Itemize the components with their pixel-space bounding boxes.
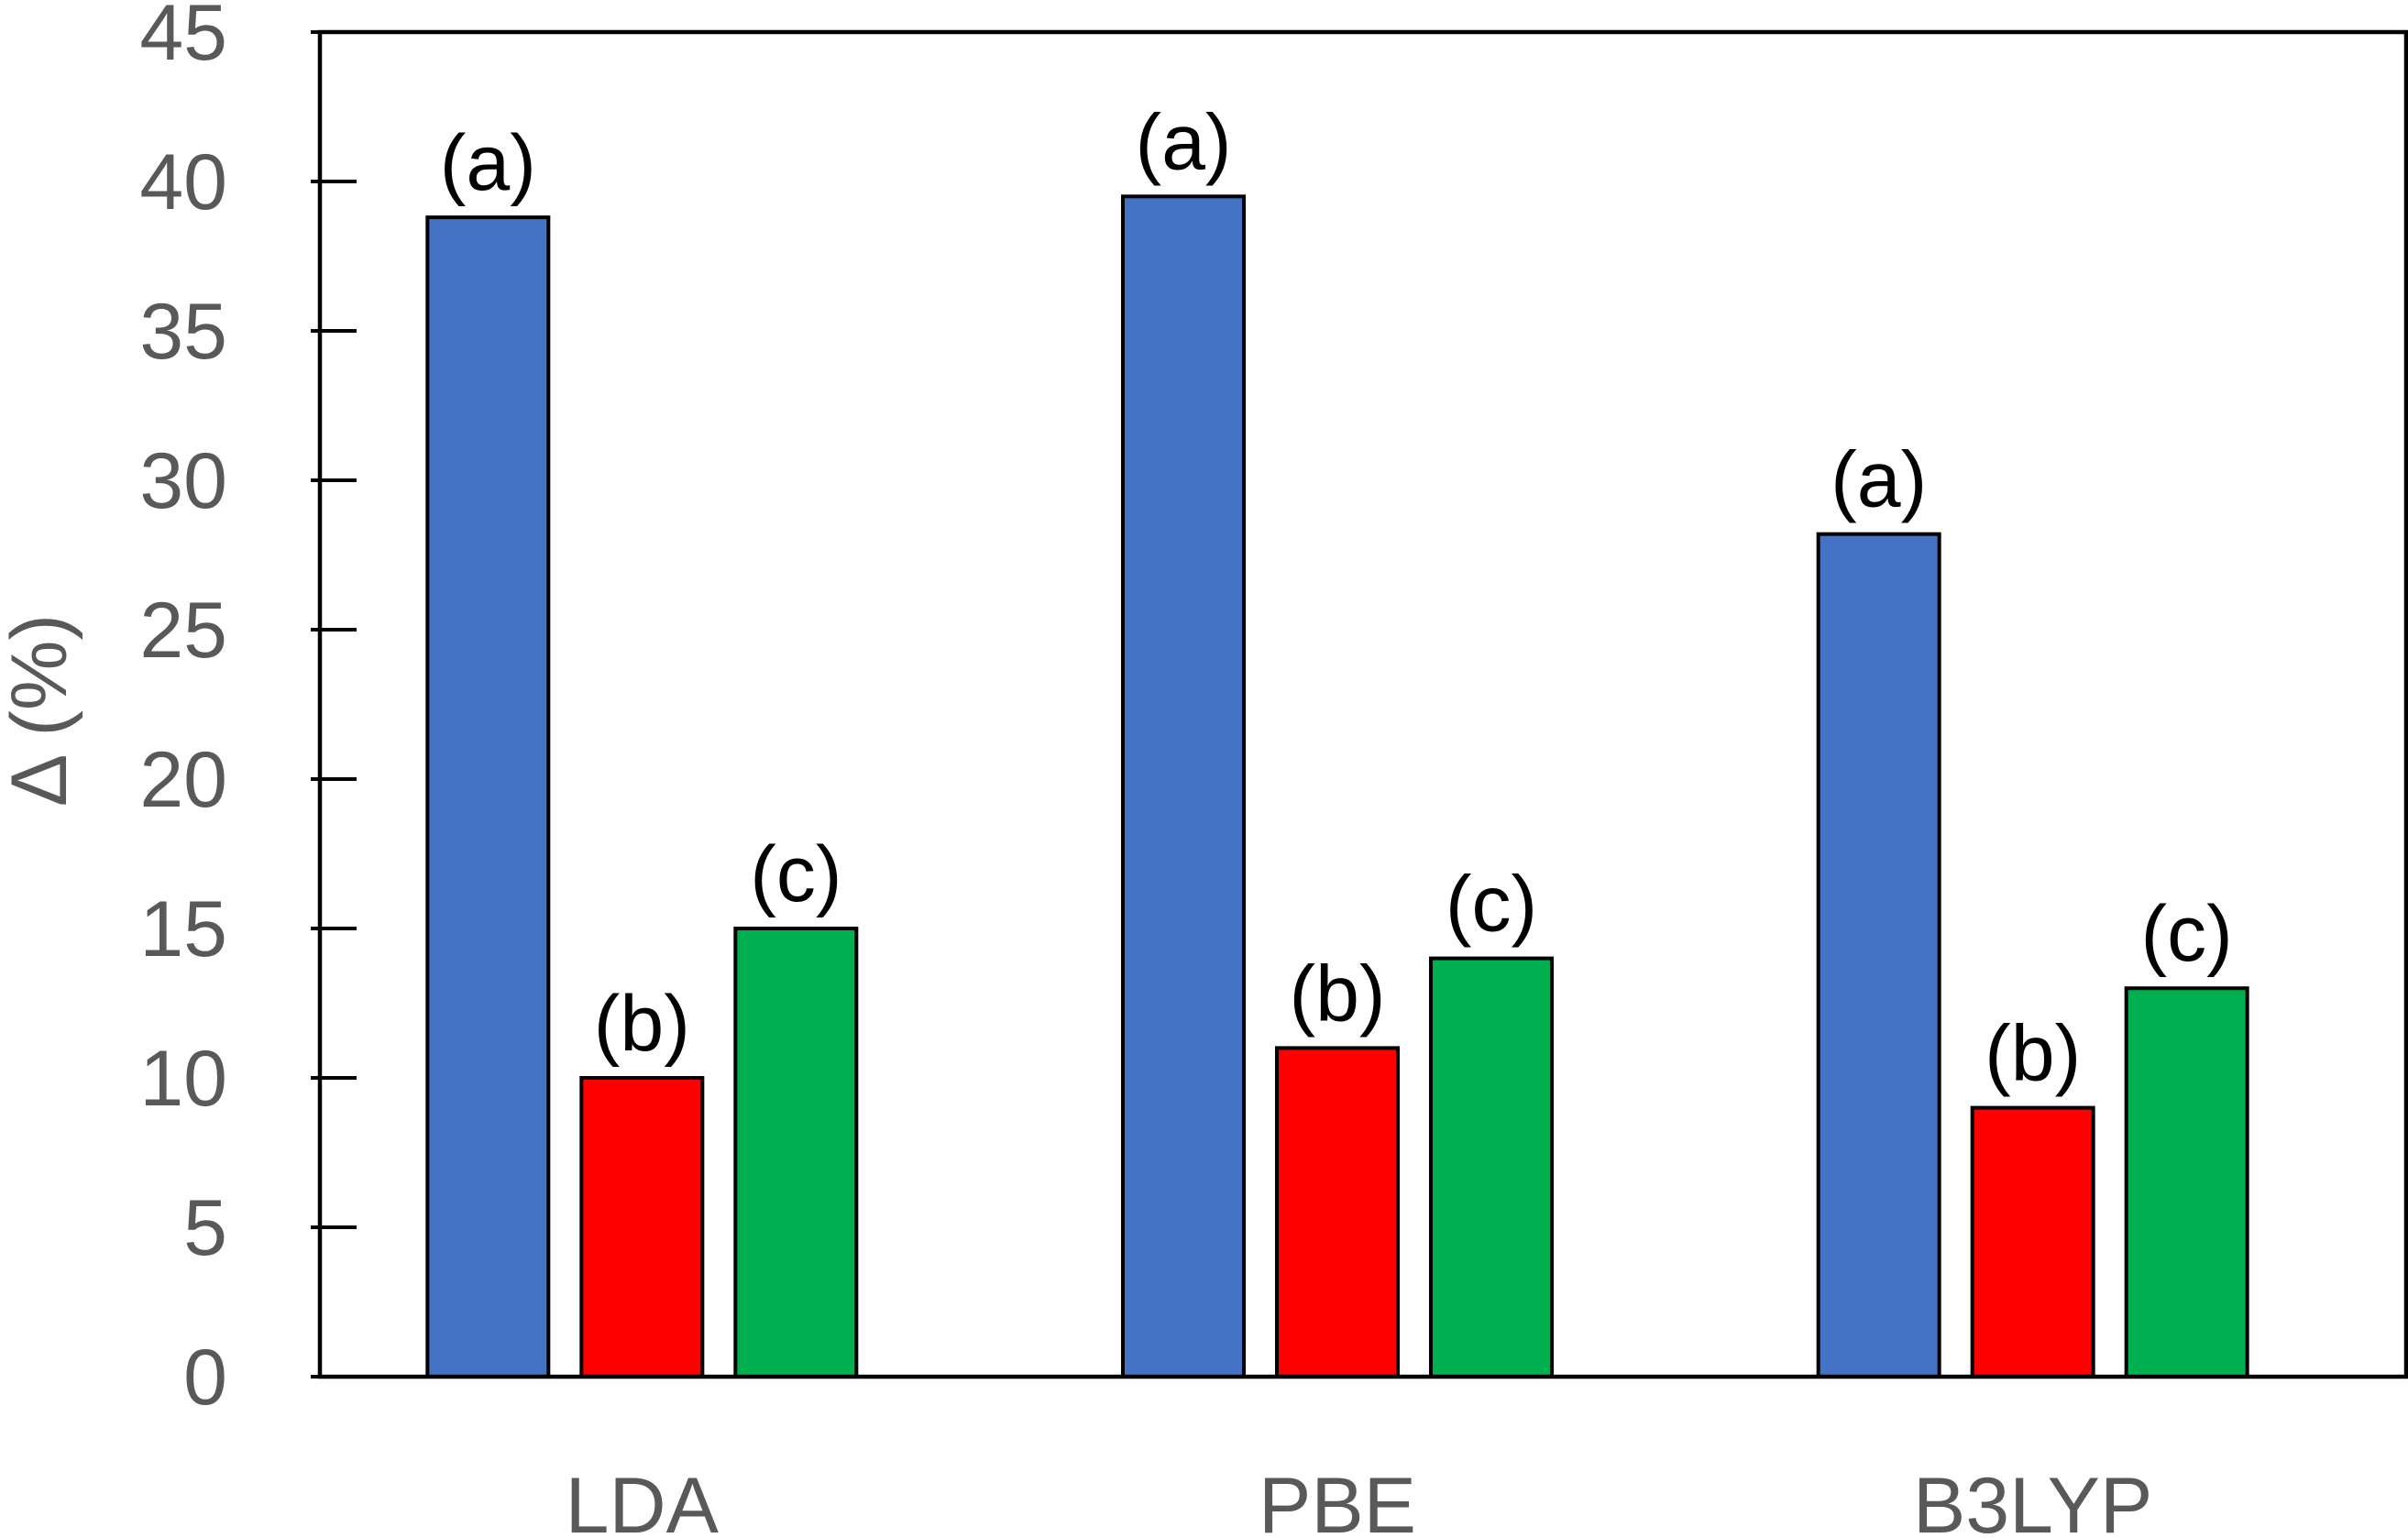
bar-data-label: (c): [1446, 861, 1537, 949]
bar-data-label: (b): [1289, 950, 1385, 1038]
y-ticks-group: 0 5 10 15 20 25 30 35 40 45: [139, 0, 357, 1422]
bar-data-label: (c): [2141, 890, 2233, 978]
y-axis-label: Δ (%): [0, 614, 83, 807]
y-tick-label: 25: [139, 587, 227, 675]
bar-labels-group: (a) (b) (c) (a) (b) (c) (a) (b) (c): [440, 98, 2233, 1097]
bar-data-label: (a): [1135, 98, 1231, 186]
x-tick-label: PBE: [1259, 1462, 1416, 1538]
bar-data-label: (a): [1831, 436, 1927, 524]
bar-pbe-c: [1429, 956, 1554, 1379]
bar-b3lyp-c: [2124, 986, 2249, 1379]
bar-lda-c: [733, 927, 859, 1379]
bar-pbe-a: [1121, 194, 1246, 1379]
x-tick-label: B3LYP: [1913, 1462, 2152, 1538]
bar-b3lyp-a: [1816, 532, 1941, 1379]
bar-lda-a: [425, 215, 551, 1379]
y-tick-label: 45: [139, 0, 227, 77]
plot-frame: [317, 29, 2408, 1379]
x-tick-label: LDA: [566, 1462, 720, 1538]
bar-lda-b: [579, 1076, 705, 1379]
axes-group: [317, 29, 2408, 1379]
x-ticks-group: LDA PBE B3LYP: [566, 1462, 2153, 1538]
bar-data-label: (c): [750, 830, 841, 918]
bar-data-label: (b): [1985, 1010, 2081, 1098]
y-tick-label: 30: [139, 437, 227, 525]
y-tick-label: 5: [183, 1184, 227, 1272]
bars-group: [425, 194, 2249, 1379]
bar-pbe-b: [1275, 1046, 1400, 1379]
y-tick-label: 35: [139, 288, 227, 376]
y-tick-label: 40: [139, 138, 227, 226]
y-tick-label: 10: [139, 1035, 227, 1123]
y-tick-label: 15: [139, 885, 227, 973]
bar-b3lyp-b: [1970, 1105, 2095, 1379]
y-tick-label: 20: [139, 736, 227, 824]
y-tick-label: 0: [183, 1334, 227, 1422]
bar-data-label: (a): [440, 119, 536, 207]
bar-data-label: (b): [594, 980, 690, 1068]
